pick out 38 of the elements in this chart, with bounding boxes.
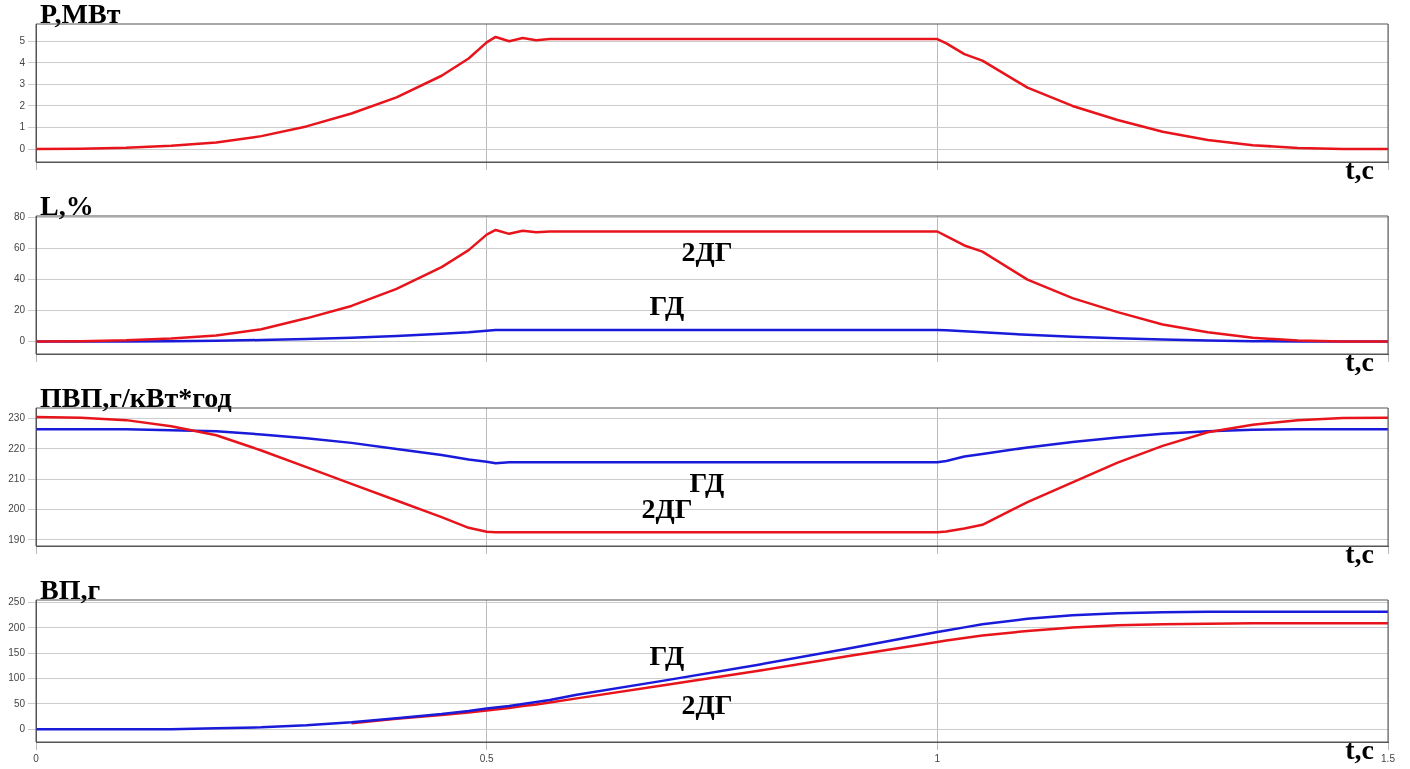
y-tick-label: 200 (8, 503, 26, 515)
x-axis-title: t,с (1345, 734, 1374, 766)
y-tick-label: 40 (13, 273, 26, 285)
x-axis-title: t,с (1345, 538, 1374, 570)
y-tick-label: 20 (13, 304, 26, 316)
y-axis-title: ВП,г (40, 574, 101, 606)
x-axis-title: t,с (1345, 346, 1374, 378)
y-tick-label: 200 (8, 621, 26, 633)
series-label: ГД (649, 640, 685, 672)
y-tick-label: 0 (19, 142, 26, 154)
y-tick-label: 1 (19, 121, 26, 133)
y-tick-label: 4 (19, 56, 26, 68)
x-tick-label: 1.5 (1381, 752, 1396, 764)
y-tick-label: 150 (8, 647, 26, 658)
y-tick-label: 220 (8, 442, 26, 454)
y-tick-label: 3 (19, 78, 26, 90)
x-tick-label: 0 (33, 752, 40, 764)
x-tick-label: 1 (934, 752, 941, 764)
y-tick-label: 0 (19, 723, 26, 735)
x-tick-label: 0.5 (479, 752, 495, 764)
series-label: 2ДГ (681, 688, 733, 720)
y-tick-label: 80 (13, 211, 26, 223)
y-tick-label: 0 (19, 335, 26, 347)
y-tick-label: 190 (8, 533, 26, 545)
y-axis-title: L,% (40, 190, 94, 222)
y-tick-label: 2 (19, 99, 26, 111)
y-axis-title: ПВП,г/кВт*год (40, 382, 232, 414)
x-axis-title: t,с (1345, 154, 1374, 186)
y-tick-label: 5 (19, 35, 26, 46)
y-tick-label: 250 (8, 596, 26, 608)
y-axis-title: P,МВт (40, 0, 121, 30)
y-tick-label: 210 (8, 473, 26, 485)
y-tick-label: 230 (8, 412, 26, 424)
y-tick-label: 60 (13, 242, 26, 254)
series-label: 2ДГ (681, 235, 733, 267)
y-tick-label: 100 (8, 672, 26, 684)
series-label: ГД (649, 290, 685, 322)
y-tick-label: 50 (13, 697, 26, 709)
